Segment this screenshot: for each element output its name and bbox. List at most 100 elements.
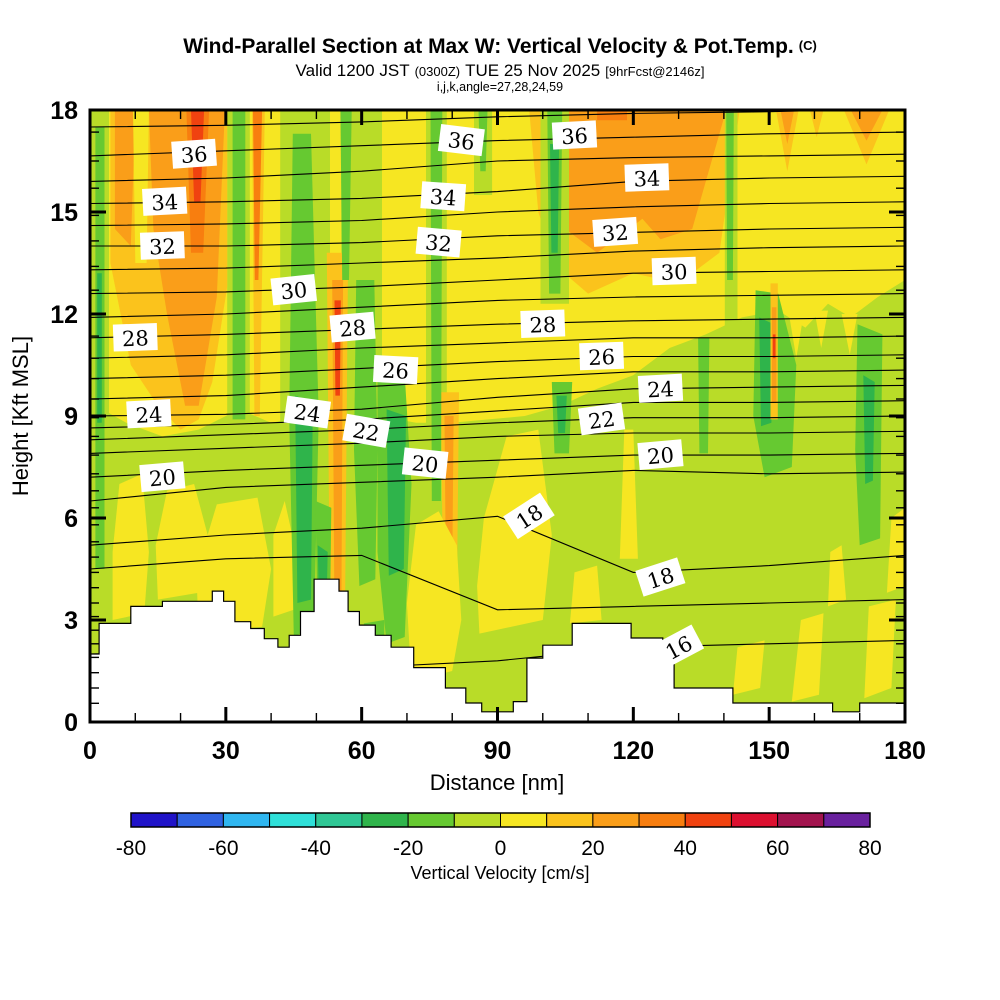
y-tick-label: 12 <box>50 301 78 329</box>
fill-region <box>550 144 560 253</box>
fill-region <box>97 273 102 423</box>
x-tick-label: 90 <box>484 737 512 765</box>
contour-label: 36 <box>171 138 217 169</box>
isotherm-line <box>90 226 905 247</box>
x-tick-label: 0 <box>83 737 97 765</box>
contour-label: 32 <box>415 226 462 258</box>
y-tick-label: 3 <box>64 607 78 635</box>
fill-region <box>698 337 710 454</box>
fill-region <box>114 110 136 246</box>
potential-temperature-contours <box>90 110 905 669</box>
contour-label: 20 <box>401 447 449 479</box>
terrain-profile <box>90 578 905 722</box>
colorbar-cell <box>407 812 455 828</box>
isotherm-line <box>90 415 905 441</box>
fill-region <box>340 110 352 280</box>
fill-region <box>232 110 246 420</box>
contour-label: 22 <box>342 413 391 448</box>
fill-region <box>273 501 296 617</box>
fill-region <box>386 409 406 576</box>
terrain-outline <box>90 578 905 713</box>
colorbar-cell <box>269 812 317 828</box>
colorbar-cell <box>823 812 871 828</box>
contour-label: 34 <box>141 186 188 216</box>
fill-region <box>597 110 627 121</box>
svg-text:30: 30 <box>279 278 308 305</box>
x-axis-title: Distance [nm] <box>430 770 565 795</box>
contour-label: 26 <box>372 354 419 385</box>
svg-text:32: 32 <box>424 230 453 256</box>
fill-region <box>726 110 734 280</box>
colorbar-cell <box>684 812 732 828</box>
contour-label: 28 <box>329 311 376 343</box>
isotherm-line <box>90 384 905 417</box>
colorbar-cell <box>546 812 594 828</box>
colorbar-cell <box>638 812 686 828</box>
svg-text:32: 32 <box>601 220 629 246</box>
isotherm-line <box>90 400 905 429</box>
y-tick-label: 6 <box>64 505 78 533</box>
fill-region <box>569 565 602 624</box>
isotherm-line <box>90 269 905 295</box>
x-tick-label: 180 <box>884 737 926 765</box>
isotherm-line <box>90 175 905 205</box>
x-tick-label: 150 <box>748 737 790 765</box>
svg-text:28: 28 <box>122 326 150 351</box>
grid-info-line: i,j,k,angle=27,28,24,59 <box>437 80 563 94</box>
svg-text:22: 22 <box>587 407 617 434</box>
isotherm-line <box>90 515 905 573</box>
y-tick-label: 0 <box>64 709 78 737</box>
colorbar-tick-label: -20 <box>393 837 423 860</box>
contour-label: 18 <box>635 557 686 597</box>
plot-frame-and-ticks <box>88 108 907 724</box>
contour-label: 34 <box>420 181 467 212</box>
svg-text:36: 36 <box>180 142 208 168</box>
colorbar-tick-label: 20 <box>581 837 604 860</box>
contour-label: 28 <box>520 309 566 338</box>
colorbar-cell <box>130 812 178 828</box>
contour-label: 36 <box>437 124 485 157</box>
svg-text:34: 34 <box>429 185 457 211</box>
page-title: Wind-Parallel Section at Max W: Vertical… <box>183 35 817 58</box>
contour-label: 34 <box>624 163 670 192</box>
isotherm-line <box>90 293 905 318</box>
svg-text:34: 34 <box>633 167 661 192</box>
contour-label: 20 <box>637 439 684 470</box>
colorbar-cell <box>592 812 640 828</box>
fill-region <box>406 511 462 682</box>
y-axis-title: Height [Kft MSL] <box>8 336 33 496</box>
colorbar-tick-label: 40 <box>674 837 697 860</box>
fill-region <box>295 395 313 603</box>
colorbar-border <box>130 812 871 828</box>
isotherm-line <box>90 335 905 359</box>
svg-text:22: 22 <box>351 418 381 446</box>
contour-label: 20 <box>139 461 186 493</box>
colorbar-tick-label: -80 <box>116 837 146 860</box>
fill-region <box>619 429 638 559</box>
colorbar-tick-label: -60 <box>208 837 238 860</box>
fill-region <box>780 110 795 144</box>
colorbar-cell <box>361 812 409 828</box>
svg-text:20: 20 <box>148 465 177 491</box>
contour-label: 24 <box>283 395 332 429</box>
contour-label: 26 <box>579 341 625 371</box>
x-tick-label: 120 <box>612 737 654 765</box>
isotherm-line <box>90 153 905 182</box>
svg-text:24: 24 <box>292 400 322 427</box>
y-tick-label: 15 <box>50 199 78 227</box>
svg-text:20: 20 <box>646 443 675 469</box>
x-tick-label: 30 <box>212 737 240 765</box>
fill-region <box>863 375 875 484</box>
y-tick-label: 9 <box>64 403 78 431</box>
colorbar-tick-label: 80 <box>858 837 881 860</box>
fill-region <box>841 314 858 355</box>
svg-text:36: 36 <box>561 124 589 149</box>
svg-text:26: 26 <box>382 358 410 383</box>
fill-region <box>732 640 765 695</box>
colorbar-tick-label: 60 <box>766 837 789 860</box>
colorbar-cell <box>730 812 779 828</box>
svg-text:28: 28 <box>338 315 367 341</box>
contour-label: 24 <box>637 373 684 403</box>
colorbar-cell <box>176 812 224 828</box>
